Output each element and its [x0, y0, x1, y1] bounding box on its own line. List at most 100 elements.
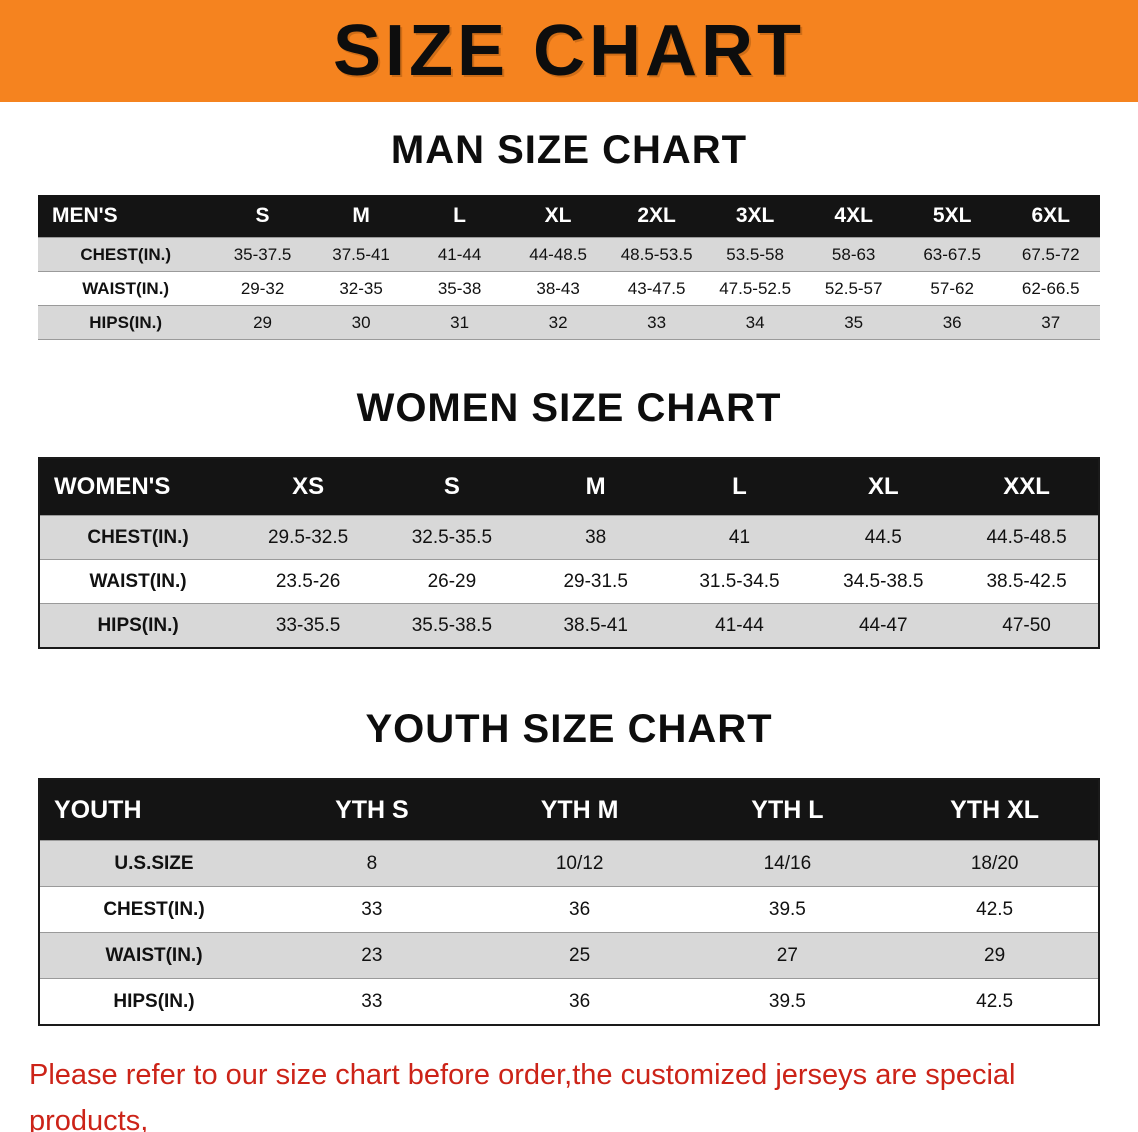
size-value: 31.5-34.5 — [667, 559, 812, 604]
size-value: 32.5-35.5 — [379, 515, 524, 560]
size-value: 32 — [508, 305, 608, 340]
size-value: 32-35 — [311, 271, 411, 306]
size-value: 38.5-41 — [523, 603, 668, 649]
size-value: 18/20 — [891, 840, 1099, 887]
size-value: 62-66.5 — [1001, 271, 1100, 306]
women-size-chart-heading: WOMEN SIZE CHART — [356, 386, 782, 430]
size-value: 63-67.5 — [902, 237, 1002, 272]
size-value: 44.5 — [811, 515, 956, 560]
size-value: 34 — [705, 305, 805, 340]
table-row: WAIST(IN.) 23.5-26 26-29 29-31.5 31.5-34.5 34… — [39, 559, 1099, 604]
table-row: WAIST(IN.) 29-32 32-35 35-38 38-43 43-47.5 47.… — [38, 271, 1100, 306]
order-policy-line-1: Please refer to our size chart before or… — [29, 1059, 1016, 1132]
size-value: 14/16 — [683, 840, 892, 887]
size-value: 29-32 — [213, 271, 312, 306]
size-value: 44.5-48.5 — [955, 515, 1099, 560]
size-value: 37.5-41 — [311, 237, 411, 272]
man-size-chart-heading: MAN SIZE CHART — [390, 128, 748, 172]
size-value: 30 — [311, 305, 411, 340]
size-column-header: 6XL — [1001, 195, 1100, 238]
table-corner-label: MEN'S — [38, 195, 214, 238]
table-row: HIPS(IN.) 29 30 31 32 33 34 35 36 37 — [38, 305, 1100, 340]
size-value: 34.5-38.5 — [811, 559, 956, 604]
size-column-header: YTH S — [268, 779, 476, 841]
row-label: CHEST(IN.) — [39, 886, 268, 933]
size-value: 43-47.5 — [607, 271, 706, 306]
size-column-header: 4XL — [804, 195, 903, 238]
size-column-header: M — [311, 195, 411, 238]
row-label: WAIST(IN.) — [39, 932, 268, 979]
row-label: CHEST(IN.) — [39, 515, 237, 560]
table-header-row: MEN'S S M L XL 2XL 3XL 4XL 5XL 6XL — [38, 195, 1100, 238]
table-row: CHEST(IN.) 33 36 39.5 42.5 — [39, 886, 1099, 933]
size-value: 35 — [804, 305, 903, 340]
size-table: YOUTH YTH S YTH M YTH L YTH XL U.S.SIZE 8 10/12… — [38, 778, 1100, 1026]
size-value: 39.5 — [683, 886, 892, 933]
size-value: 48.5-53.5 — [607, 237, 706, 272]
size-value: 52.5-57 — [804, 271, 903, 306]
womens-size-table: WOMEN'S XS S M L XL XXL CHEST(IN.) 29.5-32.5 32.5… — [38, 457, 1100, 649]
size-value: 8 — [268, 840, 476, 887]
table-corner-label: WOMEN'S — [39, 458, 237, 516]
size-column-header: XXL — [955, 458, 1099, 516]
size-column-header: L — [410, 195, 509, 238]
size-value: 10/12 — [475, 840, 684, 887]
size-value: 42.5 — [891, 978, 1099, 1026]
table-header-row: YOUTH YTH S YTH M YTH L YTH XL — [39, 779, 1099, 841]
size-column-header: XL — [811, 458, 956, 516]
size-value: 37 — [1001, 305, 1100, 340]
size-column-header: 3XL — [705, 195, 805, 238]
size-column-header: YTH XL — [891, 779, 1099, 841]
size-value: 36 — [902, 305, 1002, 340]
size-value: 23.5-26 — [236, 559, 380, 604]
row-label: HIPS(IN.) — [39, 603, 237, 649]
row-label: HIPS(IN.) — [39, 978, 268, 1026]
size-value: 47.5-52.5 — [705, 271, 805, 306]
mens-size-table: MEN'S S M L XL 2XL 3XL 4XL 5XL 6XL CHEST(IN.) 35-37… — [38, 195, 1100, 340]
table-header-row: WOMEN'S XS S M L XL XXL — [39, 458, 1099, 516]
size-value: 53.5-58 — [705, 237, 805, 272]
row-label: WAIST(IN.) — [39, 559, 237, 604]
table-corner-label: YOUTH — [39, 779, 268, 841]
size-value: 25 — [475, 932, 684, 979]
size-column-header: 5XL — [902, 195, 1002, 238]
size-value: 36 — [475, 886, 684, 933]
size-column-header: 2XL — [607, 195, 706, 238]
size-value: 31 — [410, 305, 509, 340]
size-value: 41 — [667, 515, 812, 560]
size-value: 35.5-38.5 — [379, 603, 524, 649]
size-value: 36 — [475, 978, 684, 1026]
table-row: WAIST(IN.) 23 25 27 29 — [39, 932, 1099, 979]
size-column-header: YTH M — [475, 779, 684, 841]
orange-banner: SIZE CHART — [0, 0, 1138, 102]
size-column-header: XL — [508, 195, 608, 238]
size-table: MEN'S S M L XL 2XL 3XL 4XL 5XL 6XL CHEST(IN.) 35-37… — [38, 195, 1100, 340]
size-value: 42.5 — [891, 886, 1099, 933]
table-row: CHEST(IN.) 29.5-32.5 32.5-35.5 38 41 44.5 44.5… — [39, 515, 1099, 560]
size-value: 35-37.5 — [213, 237, 312, 272]
size-value: 27 — [683, 932, 892, 979]
size-value: 29 — [891, 932, 1099, 979]
row-label: WAIST(IN.) — [38, 271, 214, 306]
size-table: WOMEN'S XS S M L XL XXL CHEST(IN.) 29.5-32.5 32.5… — [38, 457, 1100, 649]
size-column-header: S — [379, 458, 524, 516]
table-row: HIPS(IN.) 33-35.5 35.5-38.5 38.5-41 41-44 44-… — [39, 603, 1099, 649]
size-value: 41-44 — [410, 237, 509, 272]
size-value: 23 — [268, 932, 476, 979]
youth-size-table: YOUTH YTH S YTH M YTH L YTH XL U.S.SIZE 8 10/12… — [38, 778, 1100, 1026]
size-value: 35-38 — [410, 271, 509, 306]
size-value: 33-35.5 — [236, 603, 380, 649]
size-value: 44-47 — [811, 603, 956, 649]
order-policy-note: Please refer to our size chart before or… — [29, 1052, 1109, 1132]
size-column-header: XS — [236, 458, 380, 516]
size-value: 33 — [268, 886, 476, 933]
row-label: CHEST(IN.) — [38, 237, 214, 272]
size-value: 57-62 — [902, 271, 1002, 306]
row-label: U.S.SIZE — [39, 840, 268, 887]
table-row: CHEST(IN.) 35-37.5 37.5-41 41-44 44-48.5 48.5… — [38, 237, 1100, 272]
size-column-header: YTH L — [683, 779, 892, 841]
size-value: 41-44 — [667, 603, 812, 649]
size-value: 29-31.5 — [523, 559, 668, 604]
size-value: 26-29 — [379, 559, 524, 604]
